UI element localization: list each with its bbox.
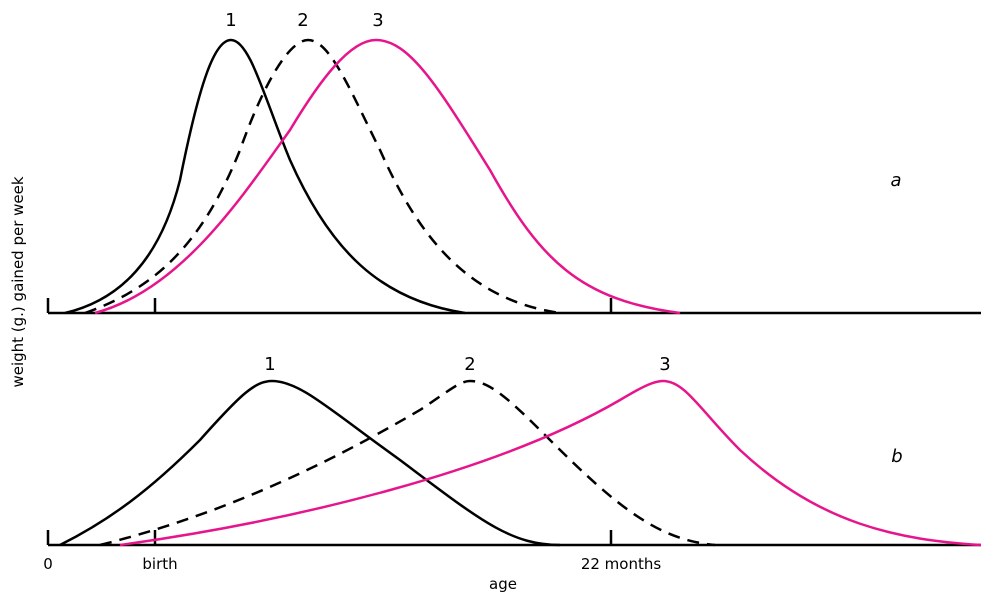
curve-1 bbox=[59, 379, 561, 547]
curve-label: 3 bbox=[372, 10, 383, 31]
curve-label: 2 bbox=[464, 354, 475, 375]
panel-label: a bbox=[890, 170, 901, 191]
panel-a-axes bbox=[46, 298, 981, 315]
x-axis-label: age bbox=[489, 575, 517, 593]
y-axis-label: weight (g.) gained per week bbox=[9, 176, 27, 387]
curve-3 bbox=[119, 379, 981, 547]
curve-label: 3 bbox=[659, 354, 670, 375]
curve-3 bbox=[94, 38, 681, 315]
x-mark-label: 22 months bbox=[581, 555, 662, 573]
x-mark-label: 0 bbox=[43, 555, 53, 573]
panel-label: b bbox=[891, 446, 902, 467]
panel-b-axes bbox=[46, 530, 981, 547]
curve-label: 1 bbox=[264, 354, 275, 375]
curve-label: 1 bbox=[225, 10, 236, 31]
curve-2 bbox=[99, 379, 716, 547]
curve-2 bbox=[84, 38, 561, 315]
curve-label: 2 bbox=[297, 10, 308, 31]
x-mark-label: birth bbox=[142, 555, 177, 573]
curve-1 bbox=[64, 38, 466, 315]
